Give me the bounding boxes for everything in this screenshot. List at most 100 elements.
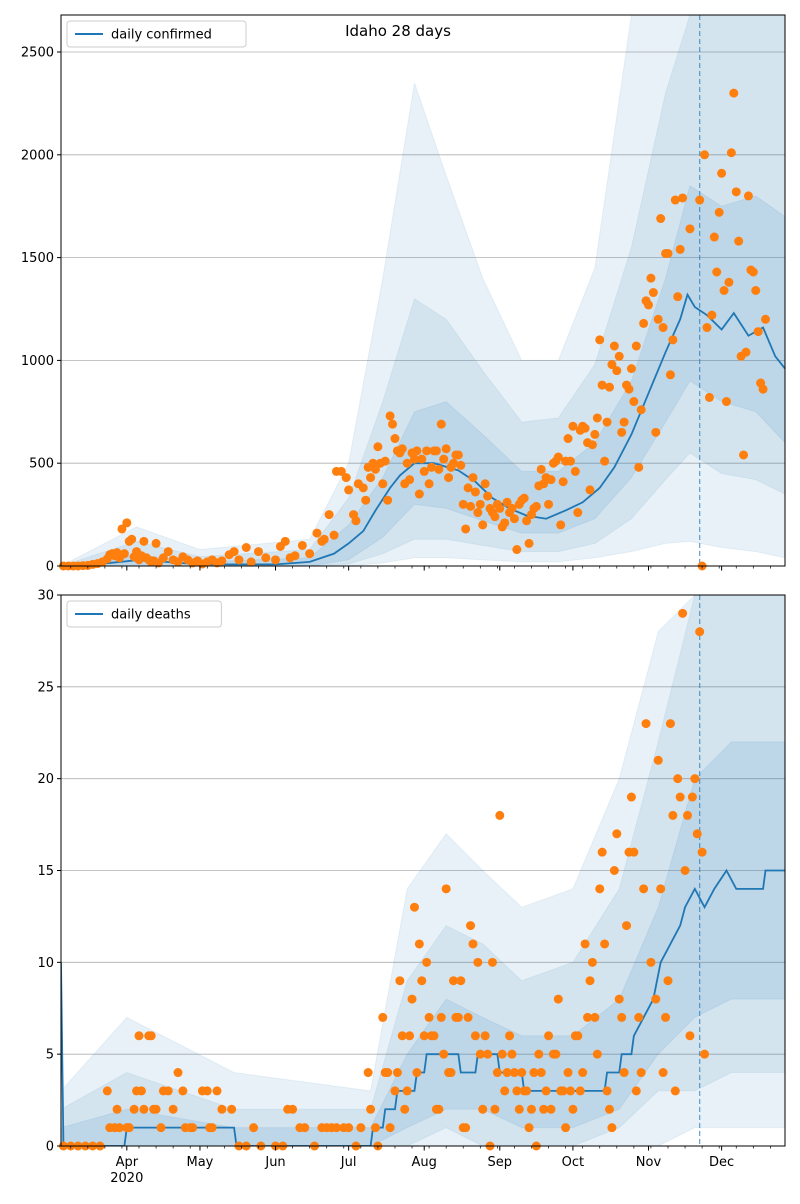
data-point: [212, 1086, 222, 1096]
data-point: [690, 774, 700, 784]
deaths-panel: 0 5 10 15 20 25 30 Apr May Jun Jul Aug Sep Oct Nov Dec 2…: [37, 589, 786, 1186]
data-point: [614, 994, 624, 1004]
data-point: [217, 556, 227, 566]
data-point: [587, 440, 597, 450]
data-point: [261, 553, 271, 563]
data-point: [127, 534, 137, 544]
data-point: [602, 417, 612, 427]
data-point: [441, 884, 451, 894]
data-point: [609, 341, 619, 351]
x-tick-label: Sep: [488, 1155, 513, 1170]
data-point: [117, 524, 127, 534]
data-point: [522, 1086, 532, 1096]
data-point: [470, 487, 480, 497]
data-point: [629, 847, 639, 857]
data-point: [414, 939, 424, 949]
data-point: [675, 244, 685, 254]
data-point: [378, 1012, 388, 1022]
data-point: [461, 524, 471, 534]
data-point: [253, 547, 263, 557]
data-point: [405, 475, 415, 485]
data-point: [446, 1068, 456, 1078]
data-point: [663, 976, 673, 986]
data-point: [653, 755, 663, 765]
data-point: [478, 1104, 488, 1114]
data-point: [473, 957, 483, 967]
data-point: [668, 335, 678, 345]
data-point: [402, 458, 412, 468]
data-point: [319, 534, 329, 544]
data-point: [483, 491, 493, 501]
data-point: [531, 501, 541, 511]
data-point: [444, 473, 454, 483]
data-point: [139, 536, 149, 546]
data-point: [124, 1123, 134, 1133]
data-point: [604, 1104, 614, 1114]
data-point: [395, 976, 405, 986]
data-point: [634, 1012, 644, 1022]
data-point: [468, 473, 478, 483]
data-point: [687, 792, 697, 802]
data-point: [439, 454, 449, 464]
data-point: [592, 413, 602, 423]
data-point: [524, 1123, 534, 1133]
data-point: [390, 434, 400, 444]
data-point: [507, 503, 517, 513]
data-point: [409, 454, 419, 464]
data-point: [709, 232, 719, 242]
data-point: [400, 1104, 410, 1114]
data-point: [639, 318, 649, 328]
data-point: [358, 483, 368, 493]
x-axis: Apr May Jun Jul Aug Sep Oct Nov Dec 2020: [70, 1146, 771, 1186]
data-point: [714, 207, 724, 217]
legend: daily confirmed: [66, 20, 247, 48]
data-point: [753, 327, 763, 337]
data-point: [388, 419, 398, 429]
data-point: [373, 442, 383, 452]
data-point: [361, 495, 371, 505]
data-point: [512, 545, 522, 555]
data-point: [478, 520, 488, 530]
data-point: [721, 397, 731, 407]
data-point: [758, 384, 768, 394]
data-point: [385, 411, 395, 421]
data-point: [529, 1068, 539, 1078]
data-point: [661, 1012, 671, 1022]
data-point: [565, 456, 575, 466]
data-point: [288, 1104, 298, 1114]
data-point: [670, 1086, 680, 1096]
data-point: [422, 446, 432, 456]
confirmed-panel: 0 500 1000 1500 2000 2500 Idaho 28 days daily c…: [21, 14, 786, 575]
data-point: [156, 1123, 166, 1133]
data-point: [246, 557, 256, 567]
data-point: [629, 397, 639, 407]
data-point: [507, 1049, 517, 1059]
data-point: [344, 1123, 354, 1133]
data-point: [397, 444, 407, 454]
data-point: [675, 792, 685, 802]
data-point: [578, 1068, 588, 1078]
data-point: [324, 510, 334, 520]
data-point: [663, 248, 673, 258]
y-axis: 0 5 10 15 20 25 30: [37, 589, 61, 1155]
data-point: [249, 1123, 259, 1133]
data-point: [682, 810, 692, 820]
x-tick-label: May: [187, 1155, 214, 1170]
plot-area: [61, 15, 785, 566]
gridlines: [61, 594, 785, 1147]
data-point: [585, 485, 595, 495]
data-point: [700, 150, 710, 160]
data-point: [595, 884, 605, 894]
data-point: [617, 1012, 627, 1022]
data-point: [614, 351, 624, 361]
data-point: [553, 452, 563, 462]
data-point: [651, 994, 661, 1004]
data-point: [719, 286, 729, 295]
data-point: [500, 1086, 510, 1096]
data-point: [573, 1031, 583, 1041]
data-point: [448, 976, 458, 986]
legend-label: daily confirmed: [111, 28, 212, 43]
y-tick-label: 5: [46, 1048, 54, 1063]
